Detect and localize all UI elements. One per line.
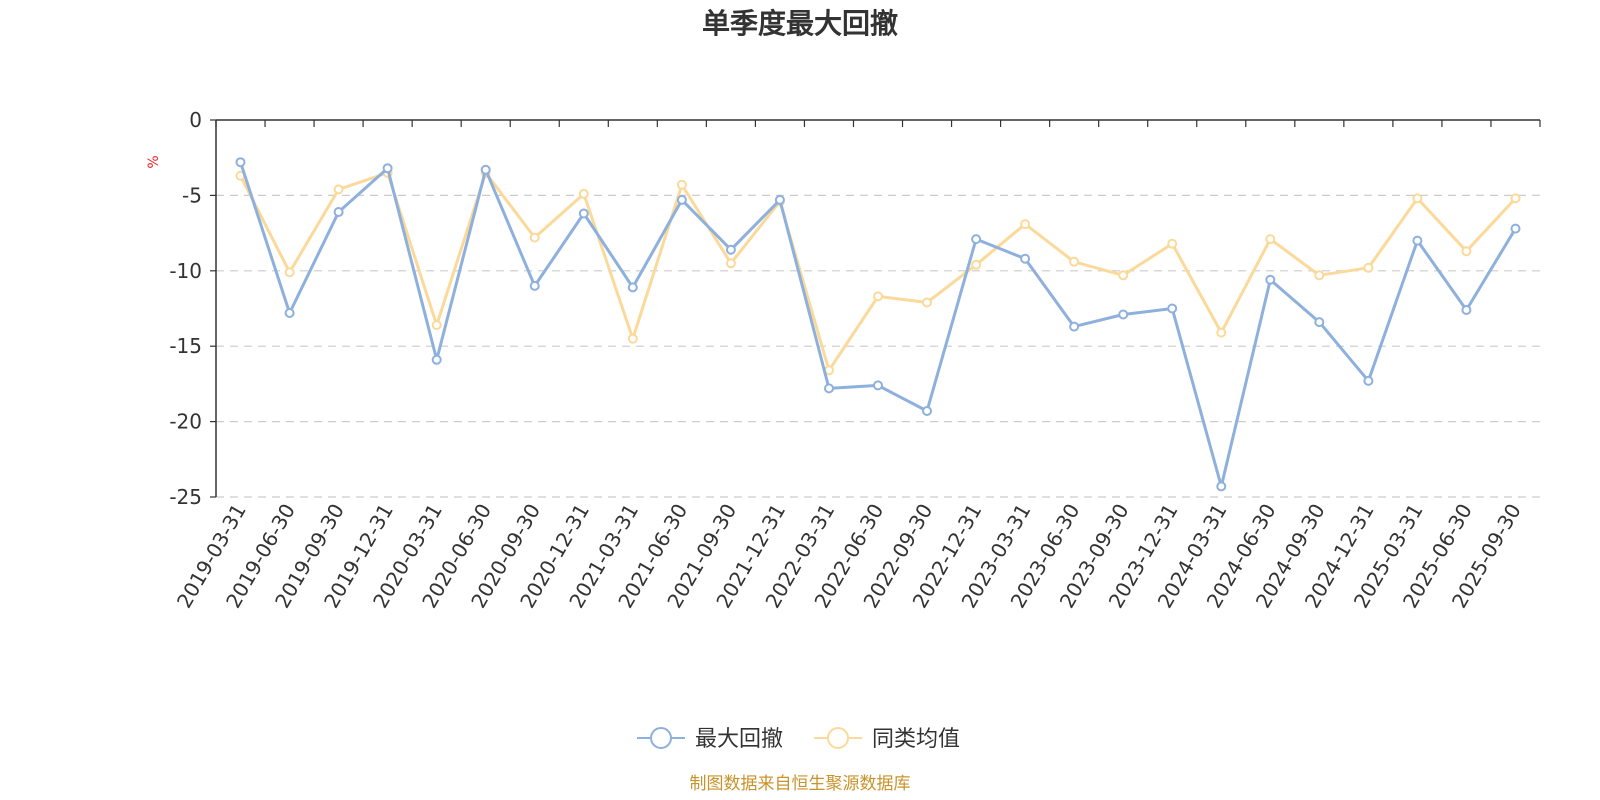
data-point[interactable] <box>627 333 638 344</box>
data-point[interactable] <box>971 259 982 270</box>
source-note: 制图数据来自恒生聚源数据库 <box>690 774 911 794</box>
y-tick-label: -5 <box>182 183 202 207</box>
series-lines <box>235 157 1521 492</box>
data-point[interactable] <box>1020 253 1031 264</box>
data-point[interactable] <box>235 157 246 168</box>
data-point[interactable] <box>1363 262 1374 273</box>
data-point[interactable] <box>1216 481 1227 492</box>
chart-title: 单季度最大回撤 <box>702 7 898 40</box>
y-tick-label: -20 <box>169 410 202 434</box>
data-point[interactable] <box>382 163 393 174</box>
data-point[interactable] <box>1020 219 1031 230</box>
data-point[interactable] <box>333 207 344 217</box>
data-point[interactable] <box>1069 321 1080 332</box>
data-point[interactable] <box>676 194 687 205</box>
data-point[interactable] <box>1461 246 1472 257</box>
data-point[interactable] <box>676 179 687 190</box>
legend-marker-max-drawdown <box>650 727 672 749</box>
data-point[interactable] <box>284 308 295 318</box>
data-point[interactable] <box>1363 375 1374 386</box>
y-tick-label: -25 <box>169 485 202 509</box>
data-point[interactable] <box>1314 270 1325 281</box>
data-point[interactable] <box>529 232 540 243</box>
data-point[interactable] <box>1118 270 1129 281</box>
data-point[interactable] <box>774 194 785 205</box>
data-point[interactable] <box>1167 238 1178 249</box>
data-point[interactable] <box>922 297 932 308</box>
data-point[interactable] <box>1069 256 1080 267</box>
data-point[interactable] <box>529 280 540 291</box>
legend[interactable]: 最大回撤 同类均值 <box>637 727 960 752</box>
data-point[interactable] <box>627 282 638 293</box>
y-axis-unit: % <box>146 155 162 168</box>
legend-item-peer-average[interactable]: 同类均值 <box>814 727 960 752</box>
grid-lines <box>216 194 1540 498</box>
x-tick-labels: 2019-03-312019-06-302019-09-302019-12-31… <box>172 500 1526 613</box>
legend-label-max-drawdown: 最大回撤 <box>695 727 783 752</box>
y-tick-labels: 0 -5 -10 -15 -20 -25 <box>169 108 202 509</box>
data-point[interactable] <box>1216 327 1227 338</box>
data-point[interactable] <box>578 188 589 199</box>
data-point[interactable] <box>1510 193 1521 204</box>
axes <box>210 119 1541 498</box>
y-tick-label: -15 <box>169 334 202 358</box>
data-point[interactable] <box>824 383 834 394</box>
data-point[interactable] <box>725 244 736 255</box>
legend-item-max-drawdown[interactable]: 最大回撤 <box>637 727 783 752</box>
series-line-0 <box>239 161 1517 488</box>
y-tick-label: 0 <box>189 108 202 132</box>
data-point[interactable] <box>1314 317 1325 328</box>
data-point[interactable] <box>1167 303 1178 314</box>
data-point[interactable] <box>1461 305 1472 315</box>
data-point[interactable] <box>578 208 589 219</box>
data-point[interactable] <box>1265 274 1276 285</box>
data-point[interactable] <box>873 291 883 302</box>
data-point[interactable] <box>1412 193 1423 204</box>
legend-label-peer-average: 同类均值 <box>872 727 960 752</box>
data-point[interactable] <box>725 258 736 269</box>
data-point[interactable] <box>873 380 883 391</box>
data-point[interactable] <box>1118 309 1129 320</box>
data-point[interactable] <box>333 184 344 195</box>
data-point[interactable] <box>431 320 442 331</box>
data-point[interactable] <box>284 267 295 278</box>
data-point[interactable] <box>1412 235 1423 246</box>
data-point[interactable] <box>431 354 442 365</box>
legend-marker-peer-average <box>827 727 849 749</box>
data-point[interactable] <box>1510 223 1521 234</box>
data-point[interactable] <box>971 234 982 245</box>
data-point[interactable] <box>480 164 491 175</box>
data-point[interactable] <box>1265 234 1276 245</box>
data-point[interactable] <box>922 406 932 416</box>
y-tick-label: -10 <box>169 259 202 283</box>
